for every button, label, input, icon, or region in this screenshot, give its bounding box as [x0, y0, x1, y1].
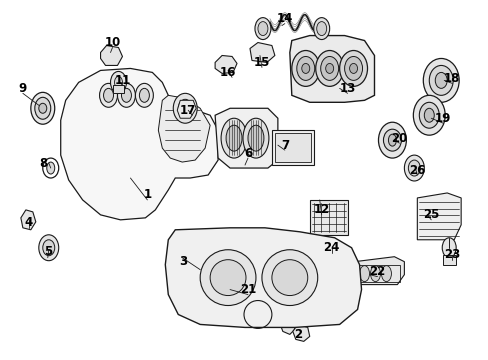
- Polygon shape: [289, 36, 374, 102]
- Ellipse shape: [200, 250, 255, 306]
- Text: 17: 17: [180, 104, 196, 117]
- Ellipse shape: [262, 250, 317, 306]
- Ellipse shape: [254, 18, 270, 40]
- Bar: [309, 200, 347, 235]
- Text: 19: 19: [434, 112, 450, 125]
- Ellipse shape: [247, 125, 264, 151]
- Text: 3: 3: [179, 255, 187, 268]
- Ellipse shape: [370, 266, 380, 282]
- Ellipse shape: [378, 122, 406, 158]
- Polygon shape: [158, 95, 210, 162]
- Text: 4: 4: [25, 216, 33, 229]
- Text: 25: 25: [422, 208, 439, 221]
- Text: 16: 16: [220, 66, 236, 79]
- Polygon shape: [101, 45, 122, 66]
- Ellipse shape: [419, 102, 438, 128]
- Ellipse shape: [221, 118, 246, 158]
- Ellipse shape: [315, 50, 343, 86]
- Ellipse shape: [428, 66, 452, 95]
- Text: 2: 2: [293, 328, 301, 341]
- Ellipse shape: [114, 76, 122, 88]
- Polygon shape: [61, 68, 218, 220]
- Ellipse shape: [434, 72, 447, 88]
- Ellipse shape: [39, 103, 47, 113]
- Ellipse shape: [31, 92, 55, 124]
- Ellipse shape: [316, 22, 326, 36]
- Text: 14: 14: [276, 12, 292, 25]
- Ellipse shape: [291, 50, 319, 86]
- Text: 7: 7: [280, 139, 288, 152]
- Ellipse shape: [271, 260, 307, 296]
- Ellipse shape: [103, 88, 113, 102]
- Text: 10: 10: [104, 36, 121, 49]
- Polygon shape: [215, 108, 277, 168]
- Ellipse shape: [173, 93, 197, 123]
- Ellipse shape: [225, 125, 242, 151]
- Ellipse shape: [100, 84, 117, 107]
- Ellipse shape: [117, 84, 135, 107]
- Bar: [271, 130, 313, 165]
- Polygon shape: [279, 318, 294, 334]
- Ellipse shape: [110, 71, 126, 93]
- Ellipse shape: [412, 95, 444, 135]
- Ellipse shape: [301, 63, 309, 73]
- Ellipse shape: [387, 134, 396, 146]
- Ellipse shape: [344, 57, 362, 80]
- Ellipse shape: [424, 108, 433, 122]
- Ellipse shape: [210, 260, 245, 296]
- Polygon shape: [416, 193, 460, 240]
- Bar: [357, 265, 400, 282]
- Text: 15: 15: [253, 56, 269, 69]
- Text: 5: 5: [43, 245, 52, 258]
- Text: 13: 13: [339, 82, 355, 95]
- Text: 18: 18: [443, 72, 459, 85]
- Ellipse shape: [404, 155, 424, 181]
- Ellipse shape: [325, 63, 333, 73]
- Polygon shape: [21, 210, 36, 230]
- Ellipse shape: [381, 266, 390, 282]
- Ellipse shape: [121, 88, 131, 102]
- Ellipse shape: [178, 99, 192, 117]
- Text: 20: 20: [390, 132, 407, 145]
- Polygon shape: [215, 55, 237, 73]
- Polygon shape: [292, 324, 309, 341]
- Bar: [442, 255, 455, 265]
- Text: 23: 23: [443, 248, 459, 261]
- Polygon shape: [354, 257, 404, 285]
- Text: 8: 8: [40, 157, 48, 170]
- Polygon shape: [249, 42, 274, 62]
- Ellipse shape: [42, 240, 55, 256]
- Text: 26: 26: [408, 163, 425, 176]
- Text: 22: 22: [368, 265, 385, 278]
- Text: 6: 6: [244, 147, 252, 159]
- Polygon shape: [215, 289, 227, 305]
- Ellipse shape: [339, 50, 367, 86]
- Text: 24: 24: [323, 241, 339, 254]
- Ellipse shape: [359, 266, 369, 282]
- Ellipse shape: [258, 22, 267, 36]
- Ellipse shape: [441, 238, 455, 258]
- Ellipse shape: [139, 88, 149, 102]
- Ellipse shape: [47, 162, 55, 174]
- Ellipse shape: [135, 84, 153, 107]
- Ellipse shape: [313, 18, 329, 40]
- Ellipse shape: [35, 97, 51, 119]
- Ellipse shape: [320, 57, 338, 80]
- Text: 11: 11: [114, 74, 130, 87]
- Text: 12: 12: [313, 203, 329, 216]
- Bar: [274, 133, 310, 162]
- Polygon shape: [177, 100, 196, 118]
- Ellipse shape: [407, 160, 420, 176]
- Text: 9: 9: [19, 82, 27, 95]
- Ellipse shape: [383, 129, 401, 151]
- Text: 21: 21: [240, 283, 256, 296]
- Ellipse shape: [243, 118, 268, 158]
- Text: 1: 1: [143, 188, 151, 202]
- Ellipse shape: [39, 235, 59, 261]
- Polygon shape: [165, 228, 361, 328]
- Bar: [112, 85, 124, 93]
- Ellipse shape: [296, 57, 314, 80]
- Ellipse shape: [423, 58, 458, 102]
- Ellipse shape: [349, 63, 357, 73]
